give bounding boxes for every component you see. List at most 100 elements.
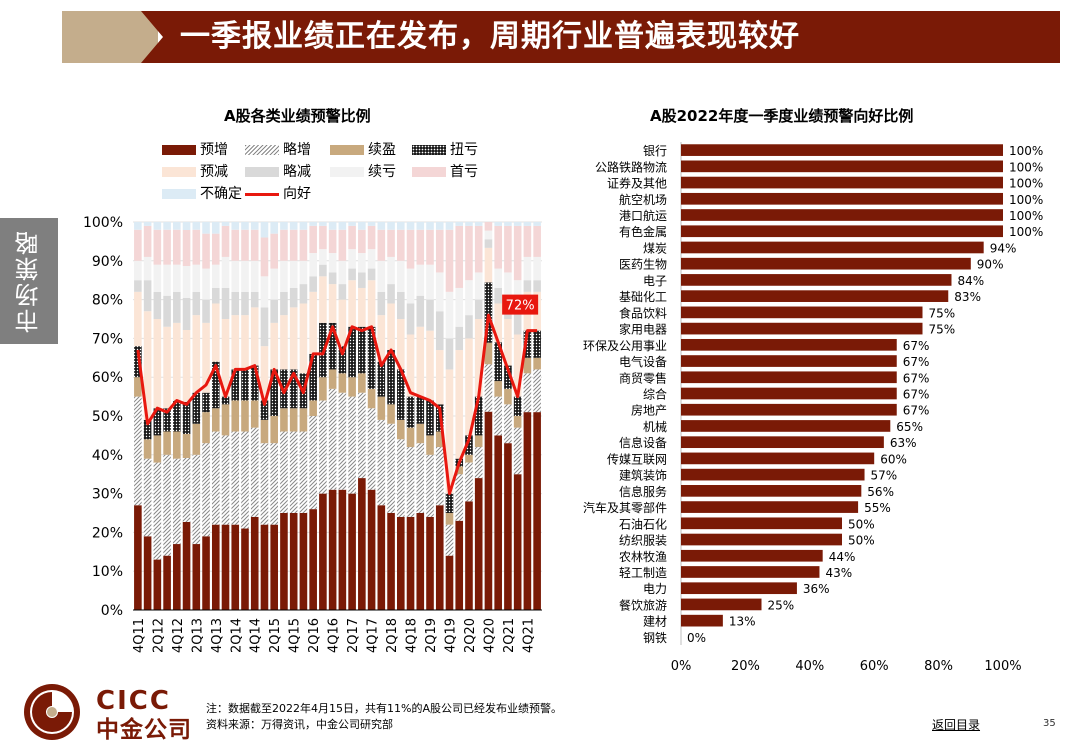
y-tick-label: 60% [92, 370, 123, 386]
bar [681, 176, 1003, 189]
value-label: 67% [903, 371, 930, 385]
bar-segment-预增 [348, 493, 356, 610]
bar-segment-不确定 [445, 222, 454, 230]
bar-segment-首亏 [163, 229, 171, 265]
bar [681, 192, 1003, 205]
bar-segment-扭亏 [211, 361, 220, 409]
bar-segment-预减 [319, 276, 327, 323]
bar-segment-预减 [192, 315, 201, 393]
page-title: 一季报业绩正在发布，周期行业普遍表现较好 [180, 19, 800, 54]
footnote: 注：数据截至2022年4月15日，共有11%的A股公司已经发布业绩预警。 [206, 702, 562, 715]
bar-segment-预增 [182, 522, 191, 610]
bar-segment-略增 [504, 404, 512, 444]
category-label: 家用电器 [619, 322, 667, 337]
x-tick-label: 2Q14 [229, 618, 244, 653]
bar-segment-续亏 [523, 256, 532, 281]
bar-segment-续亏 [494, 268, 502, 288]
bar-segment-不确定 [455, 222, 464, 226]
legend-label: 略减 [283, 164, 311, 180]
back-to-contents-link[interactable]: 返回目录 [932, 718, 981, 732]
bar-segment-略减 [309, 276, 317, 292]
bar-segment-预减 [328, 284, 337, 323]
bar-segment-续盈 [494, 381, 502, 397]
bar-segment-预增 [328, 489, 337, 610]
category-label: 公路铁路物流 [595, 159, 667, 174]
bar-segment-续盈 [270, 416, 278, 444]
bar-segment-预减 [513, 334, 522, 397]
bar-segment-不确定 [348, 222, 356, 226]
bar [681, 371, 897, 384]
legend-label: 扭亏 [450, 142, 478, 158]
banner-accent-block [62, 11, 158, 63]
legend-label: 不确定 [200, 186, 242, 202]
value-label: 50% [848, 517, 875, 531]
bar-segment-预增 [319, 493, 327, 610]
bar [681, 566, 820, 578]
bar-segment-预增 [367, 489, 376, 610]
bar-segment-首亏 [280, 229, 288, 261]
bar-segment-续亏 [221, 256, 230, 288]
legend-label: 预增 [200, 142, 228, 158]
bar-segment-略减 [260, 307, 269, 347]
bar-segment-续盈 [426, 435, 434, 455]
left-stacked-bar-chart: 0% 10% 20% 30% 40% 50% 60% 70% 80% 90% 100% 4Q11 2Q1… [83, 215, 542, 653]
bar-segment-不确定 [270, 222, 278, 234]
legend-label: 略增 [283, 142, 311, 158]
bar-segment-扭亏 [192, 392, 201, 424]
category-label: 电气设备 [619, 354, 667, 369]
bar-segment-首亏 [367, 225, 376, 250]
bar-segment-续亏 [211, 264, 220, 288]
bar-segment-预减 [397, 319, 405, 370]
bar-segment-预减 [182, 330, 191, 402]
bar-segment-续盈 [474, 435, 483, 448]
bar-segment-续亏 [163, 264, 171, 296]
legend-item: 扭亏 [412, 142, 478, 158]
bar-segment-续盈 [231, 400, 240, 432]
bar-segment-续盈 [173, 431, 181, 459]
y-tick-label: 20% [92, 525, 123, 541]
bar-segment-略增 [455, 474, 464, 521]
bar-segment-续亏 [241, 260, 249, 292]
bar-segment-预增 [211, 524, 220, 610]
bar-segment-略增 [163, 454, 171, 556]
bar-segment-续亏 [435, 272, 444, 312]
y-tick-label: 0% [101, 603, 123, 619]
legend-item: 首亏 [412, 164, 478, 180]
bar-segment-不确定 [397, 222, 405, 230]
bar-segment-略增 [397, 439, 405, 517]
bar-segment-略增 [445, 524, 454, 556]
bar-segment-预增 [143, 536, 152, 610]
bar-segment-首亏 [182, 230, 191, 266]
bar-segment-首亏 [250, 229, 259, 261]
bar-segment-扭亏 [474, 396, 483, 436]
bar [681, 144, 1003, 156]
bar-segment-首亏 [309, 225, 317, 254]
bar-segment-略减 [377, 291, 386, 316]
bar-segment-续盈 [338, 373, 347, 393]
bar-segment-续亏 [182, 266, 191, 298]
section-side-tab[interactable]: 市场策略 [0, 218, 58, 344]
bar-segment-预增 [221, 524, 230, 610]
bar-segment-预减 [445, 369, 454, 494]
logo-text-en: CICC [96, 686, 171, 716]
bar-segment-扭亏 [163, 408, 171, 432]
bar-segment-略增 [280, 431, 288, 513]
category-label: 钢铁 [643, 631, 667, 645]
bar [681, 501, 859, 513]
legend-label: 首亏 [450, 164, 478, 180]
bar-segment-首亏 [338, 229, 347, 261]
bar-segment-预增 [387, 513, 395, 610]
bar-segment-不确定 [163, 222, 171, 230]
bar-segment-扭亏 [387, 350, 395, 405]
bar-segment-首亏 [455, 225, 464, 288]
bar-segment-预增 [250, 516, 259, 610]
category-label: 信息服务 [619, 484, 667, 499]
x-tick-label: 4Q14 [249, 618, 264, 653]
bar-segment-首亏 [426, 229, 434, 265]
bar-segment-略减 [533, 280, 541, 292]
bar-segment-略减 [387, 284, 395, 304]
bar-segment-续盈 [163, 431, 171, 455]
bar-segment-预增 [377, 505, 386, 610]
bar-segment-略增 [182, 458, 191, 522]
bar-segment-略减 [367, 268, 376, 281]
